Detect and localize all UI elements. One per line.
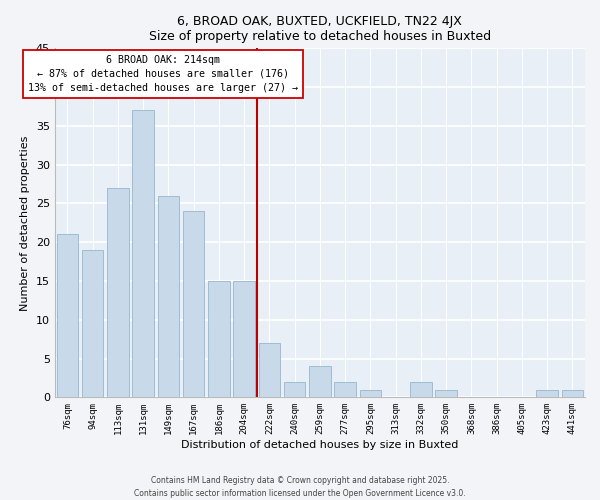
- Bar: [183, 211, 205, 398]
- X-axis label: Distribution of detached houses by size in Buxted: Distribution of detached houses by size …: [181, 440, 458, 450]
- Y-axis label: Number of detached properties: Number of detached properties: [20, 135, 30, 310]
- Bar: [284, 382, 305, 398]
- Bar: [107, 188, 128, 398]
- Bar: [82, 250, 103, 398]
- Bar: [309, 366, 331, 398]
- Bar: [158, 196, 179, 398]
- Bar: [208, 281, 230, 398]
- Bar: [536, 390, 558, 398]
- Bar: [233, 281, 255, 398]
- Bar: [334, 382, 356, 398]
- Text: Contains HM Land Registry data © Crown copyright and database right 2025.
Contai: Contains HM Land Registry data © Crown c…: [134, 476, 466, 498]
- Text: 6 BROAD OAK: 214sqm
← 87% of detached houses are smaller (176)
13% of semi-detac: 6 BROAD OAK: 214sqm ← 87% of detached ho…: [28, 54, 298, 92]
- Bar: [56, 234, 78, 398]
- Bar: [410, 382, 431, 398]
- Bar: [133, 110, 154, 398]
- Bar: [259, 343, 280, 398]
- Bar: [562, 390, 583, 398]
- Bar: [359, 390, 381, 398]
- Title: 6, BROAD OAK, BUXTED, UCKFIELD, TN22 4JX
Size of property relative to detached h: 6, BROAD OAK, BUXTED, UCKFIELD, TN22 4JX…: [149, 15, 491, 43]
- Bar: [436, 390, 457, 398]
